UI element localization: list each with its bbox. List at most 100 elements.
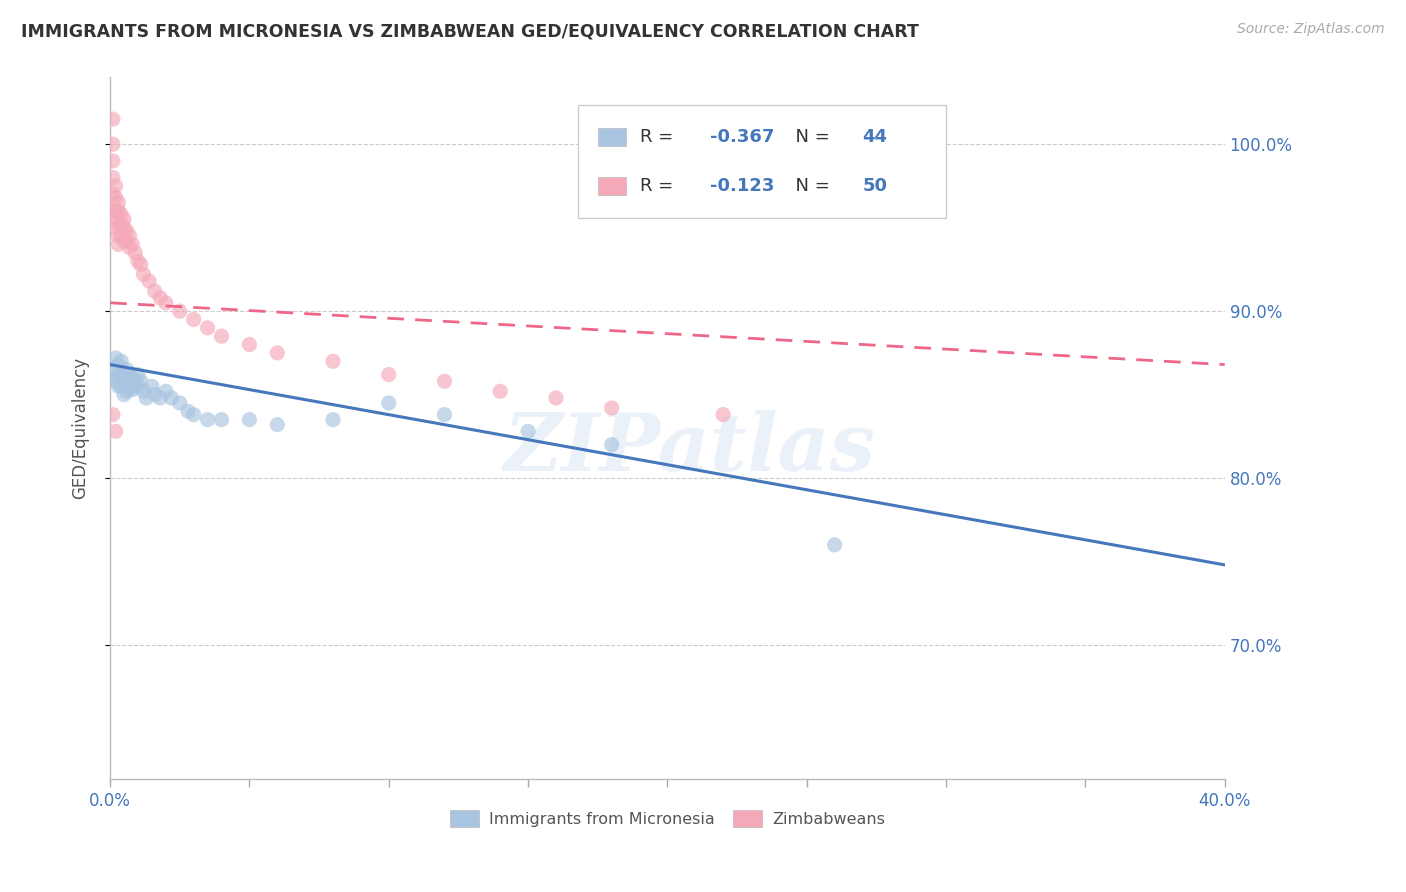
Point bbox=[177, 404, 200, 418]
Point bbox=[121, 383, 143, 397]
Text: Source: ZipAtlas.com: Source: ZipAtlas.com bbox=[1237, 22, 1385, 37]
Point bbox=[110, 218, 132, 232]
Point bbox=[107, 379, 129, 393]
Text: 44: 44 bbox=[862, 128, 887, 146]
Point bbox=[127, 379, 149, 393]
Point bbox=[118, 241, 141, 255]
Point bbox=[197, 321, 219, 335]
Point bbox=[110, 379, 132, 393]
Point bbox=[101, 362, 124, 376]
Point bbox=[107, 358, 129, 372]
Point bbox=[104, 204, 127, 219]
Point bbox=[544, 391, 567, 405]
Point bbox=[824, 538, 846, 552]
Text: -0.123: -0.123 bbox=[710, 178, 775, 195]
Point bbox=[129, 374, 152, 388]
Point bbox=[127, 368, 149, 382]
Point bbox=[107, 195, 129, 210]
Point bbox=[115, 224, 138, 238]
Point bbox=[183, 312, 205, 326]
Point bbox=[115, 384, 138, 399]
Point bbox=[112, 368, 135, 382]
Text: R =: R = bbox=[640, 178, 679, 195]
Point bbox=[266, 346, 288, 360]
Legend: Immigrants from Micronesia, Zimbabweans: Immigrants from Micronesia, Zimbabweans bbox=[444, 804, 891, 834]
Point bbox=[124, 379, 146, 393]
Point bbox=[101, 170, 124, 185]
Point bbox=[104, 425, 127, 439]
Point bbox=[107, 218, 129, 232]
Point bbox=[101, 204, 124, 219]
Point bbox=[169, 304, 191, 318]
Point bbox=[377, 396, 399, 410]
Point bbox=[238, 412, 260, 426]
Point bbox=[211, 412, 233, 426]
Point bbox=[118, 368, 141, 382]
Point bbox=[149, 391, 172, 405]
FancyBboxPatch shape bbox=[599, 178, 626, 194]
Point bbox=[143, 387, 166, 401]
Point bbox=[183, 408, 205, 422]
Point bbox=[104, 178, 127, 193]
Point bbox=[104, 374, 127, 388]
Text: -0.367: -0.367 bbox=[710, 128, 775, 146]
Point bbox=[322, 354, 344, 368]
Point bbox=[104, 212, 127, 227]
Point bbox=[118, 229, 141, 244]
Point bbox=[141, 379, 163, 393]
Text: N =: N = bbox=[785, 178, 837, 195]
Point bbox=[138, 274, 160, 288]
Y-axis label: GED/Equivalency: GED/Equivalency bbox=[72, 357, 89, 499]
Point bbox=[107, 368, 129, 382]
Text: IMMIGRANTS FROM MICRONESIA VS ZIMBABWEAN GED/EQUIVALENCY CORRELATION CHART: IMMIGRANTS FROM MICRONESIA VS ZIMBABWEAN… bbox=[21, 22, 920, 40]
Point bbox=[135, 391, 157, 405]
FancyBboxPatch shape bbox=[578, 105, 946, 218]
Point bbox=[155, 295, 177, 310]
Point bbox=[322, 412, 344, 426]
Point bbox=[433, 408, 456, 422]
Point bbox=[121, 371, 143, 385]
Point bbox=[124, 245, 146, 260]
Point bbox=[132, 384, 155, 399]
Point bbox=[104, 191, 127, 205]
Point bbox=[107, 237, 129, 252]
Text: R =: R = bbox=[640, 128, 679, 146]
Point bbox=[121, 237, 143, 252]
Point bbox=[266, 417, 288, 432]
Point bbox=[149, 291, 172, 305]
Point bbox=[110, 229, 132, 244]
Point bbox=[517, 425, 540, 439]
Point bbox=[115, 234, 138, 248]
Point bbox=[101, 137, 124, 152]
Point bbox=[107, 204, 129, 219]
Point bbox=[600, 401, 623, 415]
Point bbox=[112, 234, 135, 248]
Point bbox=[112, 387, 135, 401]
Point bbox=[110, 207, 132, 221]
Point bbox=[711, 408, 734, 422]
Point bbox=[160, 391, 183, 405]
Point bbox=[169, 396, 191, 410]
Point bbox=[489, 384, 512, 399]
Point bbox=[107, 229, 129, 244]
Point bbox=[127, 254, 149, 268]
Point bbox=[155, 384, 177, 399]
Point bbox=[110, 354, 132, 368]
Point bbox=[104, 351, 127, 365]
Point bbox=[101, 153, 124, 168]
Point bbox=[104, 220, 127, 235]
Text: ZIPatlas: ZIPatlas bbox=[503, 410, 876, 488]
Point bbox=[129, 257, 152, 271]
Point bbox=[211, 329, 233, 343]
Point bbox=[238, 337, 260, 351]
Point bbox=[197, 412, 219, 426]
Point bbox=[115, 362, 138, 376]
Point bbox=[101, 408, 124, 422]
Point bbox=[112, 212, 135, 227]
Point bbox=[377, 368, 399, 382]
Point bbox=[118, 379, 141, 393]
Point bbox=[433, 374, 456, 388]
FancyBboxPatch shape bbox=[599, 128, 626, 145]
Point bbox=[101, 371, 124, 385]
Point bbox=[132, 268, 155, 282]
